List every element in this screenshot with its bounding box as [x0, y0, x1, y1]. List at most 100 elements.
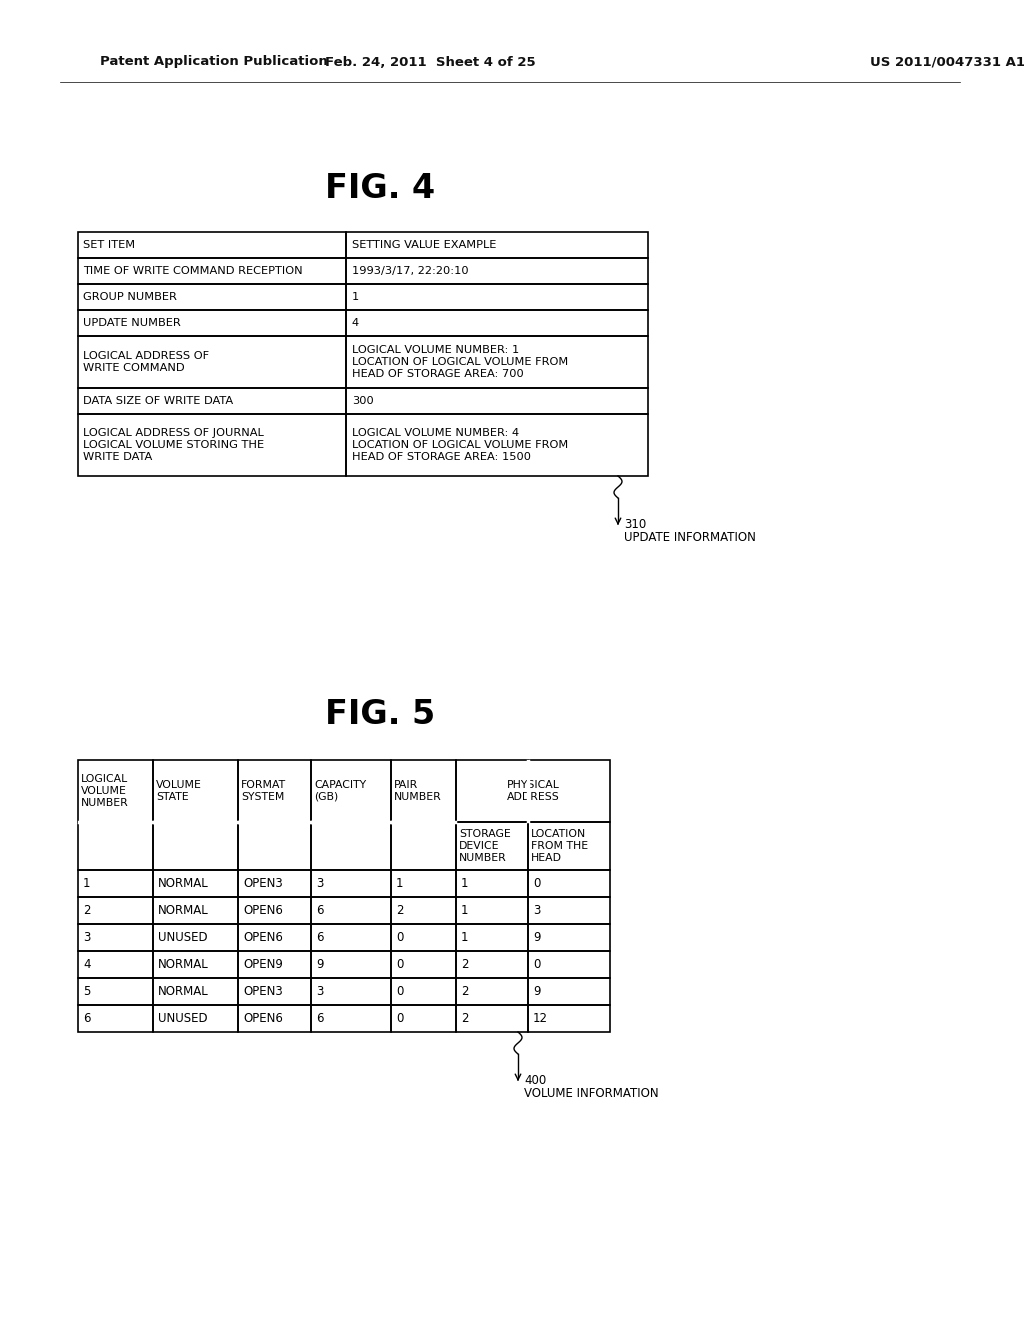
Bar [456, 950, 528, 978]
Bar [153, 924, 238, 950]
Bar [346, 414, 648, 477]
Bar [456, 898, 528, 924]
Bar [311, 760, 391, 822]
Text: 0: 0 [396, 1012, 403, 1026]
Text: PAIR
NUMBER: PAIR NUMBER [394, 780, 441, 801]
Text: 2: 2 [83, 904, 90, 917]
Text: TIME OF WRITE COMMAND RECEPTION: TIME OF WRITE COMMAND RECEPTION [83, 267, 303, 276]
Bar [78, 978, 153, 1005]
Text: 0: 0 [396, 931, 403, 944]
Text: FIG. 5: FIG. 5 [325, 698, 435, 731]
Text: 2: 2 [461, 985, 469, 998]
Text: 6: 6 [316, 904, 324, 917]
Text: OPEN9: OPEN9 [243, 958, 283, 972]
Text: Feb. 24, 2011  Sheet 4 of 25: Feb. 24, 2011 Sheet 4 of 25 [325, 55, 536, 69]
Text: 9: 9 [534, 931, 541, 944]
Text: 3: 3 [83, 931, 90, 944]
Bar [528, 924, 610, 950]
Text: US 2011/0047331 A1: US 2011/0047331 A1 [870, 55, 1024, 69]
Bar [456, 760, 528, 822]
Bar [391, 822, 456, 870]
Bar [238, 760, 311, 822]
Bar [391, 978, 456, 1005]
Text: 6: 6 [316, 931, 324, 944]
Bar [78, 284, 346, 310]
Bar [391, 760, 456, 822]
Text: 400: 400 [524, 1074, 546, 1086]
Text: VOLUME INFORMATION: VOLUME INFORMATION [524, 1086, 658, 1100]
Bar [346, 388, 648, 414]
Text: FORMAT
SYSTEM: FORMAT SYSTEM [241, 780, 286, 801]
Bar [78, 414, 346, 477]
Bar [78, 950, 153, 978]
Text: NORMAL: NORMAL [158, 958, 209, 972]
Bar [311, 1005, 391, 1032]
Bar [528, 870, 610, 898]
Text: DATA SIZE OF WRITE DATA: DATA SIZE OF WRITE DATA [83, 396, 233, 407]
Bar [528, 822, 610, 870]
Text: OPEN3: OPEN3 [243, 876, 283, 890]
Text: 1: 1 [461, 931, 469, 944]
Bar [456, 978, 528, 1005]
Text: 1: 1 [461, 904, 469, 917]
Bar [78, 232, 346, 257]
Text: UNUSED: UNUSED [158, 1012, 208, 1026]
Text: NORMAL: NORMAL [158, 904, 209, 917]
Text: OPEN3: OPEN3 [243, 985, 283, 998]
Text: FIG. 4: FIG. 4 [325, 172, 435, 205]
Bar [238, 822, 311, 870]
Text: Patent Application Publication: Patent Application Publication [100, 55, 328, 69]
Text: 6: 6 [83, 1012, 90, 1026]
Text: STORAGE
DEVICE
NUMBER: STORAGE DEVICE NUMBER [459, 829, 511, 862]
Text: 0: 0 [534, 958, 541, 972]
Text: 1993/3/17, 22:20:10: 1993/3/17, 22:20:10 [352, 267, 469, 276]
Text: OPEN6: OPEN6 [243, 1012, 283, 1026]
Bar [311, 898, 391, 924]
Text: 2: 2 [461, 1012, 469, 1026]
Bar [153, 760, 238, 822]
Text: 310: 310 [624, 517, 646, 531]
Bar [153, 822, 238, 870]
Text: CAPACITY
(GB): CAPACITY (GB) [314, 780, 367, 801]
Text: SET ITEM: SET ITEM [83, 240, 135, 249]
Bar [528, 978, 610, 1005]
Text: OPEN6: OPEN6 [243, 931, 283, 944]
Bar [153, 978, 238, 1005]
Text: 3: 3 [316, 985, 324, 998]
Text: 1: 1 [83, 876, 90, 890]
Bar [78, 924, 153, 950]
Bar [78, 310, 346, 337]
Bar [238, 978, 311, 1005]
Bar [78, 760, 153, 822]
Bar [311, 978, 391, 1005]
Bar [78, 1005, 153, 1032]
Bar [78, 257, 346, 284]
Bar [238, 898, 311, 924]
Bar [153, 1005, 238, 1032]
Text: PHYSICAL
ADDRESS: PHYSICAL ADDRESS [507, 780, 559, 801]
Bar [391, 1005, 456, 1032]
Text: UNUSED: UNUSED [158, 931, 208, 944]
Text: 4: 4 [83, 958, 90, 972]
Text: 0: 0 [534, 876, 541, 890]
Text: 0: 0 [396, 985, 403, 998]
Text: 3: 3 [534, 904, 541, 917]
Bar [528, 950, 610, 978]
Bar [346, 284, 648, 310]
Bar [311, 870, 391, 898]
Text: 300: 300 [352, 396, 374, 407]
Bar [238, 950, 311, 978]
Bar [346, 232, 648, 257]
Bar [346, 337, 648, 388]
Text: 1: 1 [352, 292, 359, 302]
Text: SETTING VALUE EXAMPLE: SETTING VALUE EXAMPLE [352, 240, 497, 249]
Bar [78, 388, 346, 414]
Bar [456, 822, 528, 870]
Text: 2: 2 [396, 904, 403, 917]
Bar [311, 924, 391, 950]
Text: NORMAL: NORMAL [158, 876, 209, 890]
Bar [528, 1005, 610, 1032]
Text: LOGICAL VOLUME NUMBER: 4
LOCATION OF LOGICAL VOLUME FROM
HEAD OF STORAGE AREA: 1: LOGICAL VOLUME NUMBER: 4 LOCATION OF LOG… [352, 428, 568, 462]
Text: OPEN6: OPEN6 [243, 904, 283, 917]
Bar [391, 870, 456, 898]
